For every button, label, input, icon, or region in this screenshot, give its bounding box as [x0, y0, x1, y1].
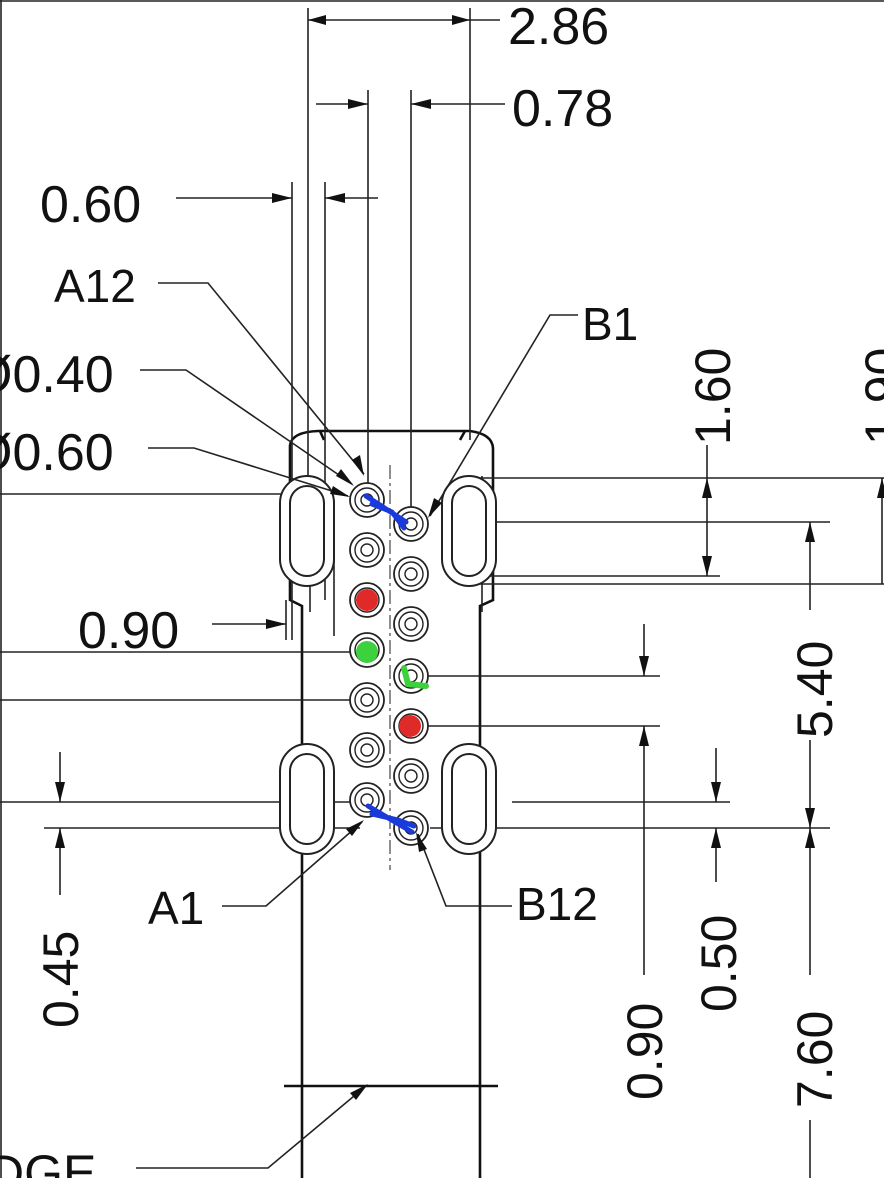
dim-overall-length: 7.60 — [787, 828, 843, 1178]
pin-hole — [393, 556, 429, 592]
dim-edge-offset: 0.90 — [78, 602, 286, 660]
dim-pad-diameter-text: Ø0.60 — [0, 424, 114, 482]
pin-hole — [393, 758, 429, 794]
mounting-slots — [279, 475, 497, 855]
pin-hole — [349, 682, 385, 718]
pin-column-b — [393, 506, 429, 846]
pin-hole — [349, 532, 385, 568]
label-a12: A12 — [54, 260, 365, 476]
dim-row-gap: 0.60 — [40, 176, 378, 234]
pin-hole — [349, 732, 385, 768]
pin-hole — [393, 810, 429, 846]
label-a12-text: A12 — [54, 260, 136, 312]
dim-overall-width: 2.86 — [308, 0, 609, 56]
dim-0-90-vertical-text: 0.90 — [617, 1003, 673, 1100]
dim-0-90-horizontal-text: 0.90 — [78, 602, 179, 660]
dim-pin-pitch: 0.78 — [316, 80, 613, 138]
power-pin-marker — [356, 589, 378, 611]
dim-hole-diameter-text: Ø0.40 — [0, 346, 114, 404]
dim-hole-diameter: Ø0.40 — [0, 346, 354, 486]
dim-0-45-text: 0.45 — [33, 931, 89, 1028]
label-a1-text: A1 — [148, 882, 204, 934]
data-pin-marker — [356, 641, 378, 663]
dim-0-78-text: 0.78 — [512, 80, 613, 138]
label-b12: B12 — [416, 832, 598, 930]
pin-hole — [349, 482, 385, 518]
dim-1-90-text: 1.90 — [855, 348, 884, 445]
dim-vertical-090: 0.90 — [617, 624, 673, 1100]
color-markers — [356, 493, 429, 835]
dim-pad-diameter: Ø0.60 — [0, 424, 350, 497]
dim-0-50-text: 0.50 — [691, 915, 747, 1012]
dim-slot-spacing-right: 1.90 — [855, 348, 884, 584]
dim-vertical-050: 0.50 — [691, 748, 747, 1012]
label-b1: B1 — [428, 298, 638, 518]
edge-label-text: DGE — [0, 1145, 96, 1178]
dim-0-60-text: 0.60 — [40, 176, 141, 234]
extension-lines — [285, 8, 471, 640]
dim-1-60-text: 1.60 — [685, 348, 741, 445]
label-a1: A1 — [148, 820, 364, 934]
dim-pin-offset-left: 0.45 — [33, 752, 89, 1028]
dim-2-86-text: 2.86 — [508, 0, 609, 56]
data-pin-marker — [401, 665, 429, 689]
ground-bridge-marker-bottom — [365, 803, 417, 835]
ground-bridge-marker-top — [363, 493, 409, 531]
dim-slot-spacing: 1.60 — [685, 348, 741, 576]
label-b12-text: B12 — [516, 878, 598, 930]
label-b1-text: B1 — [582, 298, 638, 350]
dim-slot-to-pin: 5.40 — [787, 522, 843, 828]
dim-5-40-text: 5.40 — [787, 641, 843, 738]
power-pin-marker — [399, 715, 421, 737]
board-edge: DGE — [0, 1084, 498, 1178]
pin-hole — [393, 606, 429, 642]
dim-7-60-text: 7.60 — [787, 1011, 843, 1108]
